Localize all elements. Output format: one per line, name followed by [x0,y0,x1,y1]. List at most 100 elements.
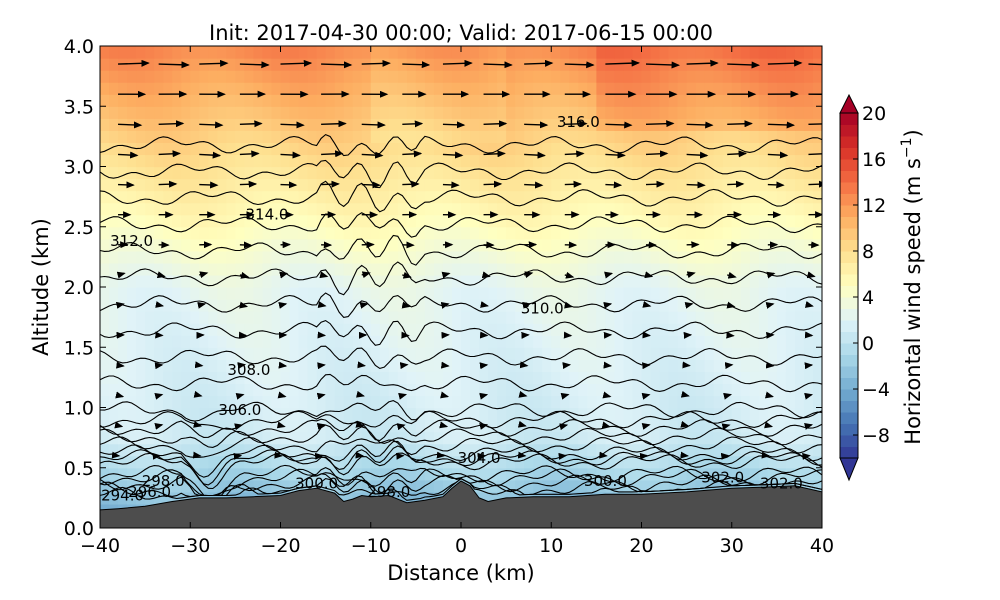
field-cell [361,479,372,493]
field-cell [749,70,760,83]
wind-vector [564,271,575,279]
field-cell [740,419,751,433]
field-cell [415,383,426,397]
field-cell [560,190,570,204]
field-cell [758,82,769,95]
field-cell [749,323,760,336]
wind-vector [115,301,125,309]
field-cell [361,46,372,59]
field-cell [668,226,679,240]
field-cell [803,46,814,59]
field-cell [488,142,498,156]
field-cell [253,202,264,216]
field-cell [596,154,606,168]
field-cell [118,226,128,240]
field-cell [497,323,507,336]
wind-vector [199,121,224,129]
field-cell [145,142,155,156]
field-cell [470,395,480,409]
field-cell [289,455,300,469]
field-cell [370,70,381,83]
field-cell [596,202,606,216]
field-cell [479,190,489,204]
field-cell [136,455,146,469]
field-cell [343,359,354,372]
field-cell [343,142,354,156]
field-cell [542,395,552,409]
field-cell [154,431,164,445]
field-cell [352,46,363,59]
field-cell [533,299,543,312]
field-cell [298,202,309,216]
field-cell [424,335,435,348]
field-cell [641,407,652,421]
field-cell [686,130,697,143]
field-cell [424,359,435,372]
field-cell [244,299,255,312]
field-cell [587,431,597,445]
field-cell [578,166,588,180]
field-cell [497,70,507,83]
field-cell [596,467,606,481]
field-cell [776,214,787,228]
field-cell [614,94,625,107]
field-cell [650,335,661,348]
field-cell [731,395,742,409]
wind-vector [439,421,449,429]
field-cell [659,262,670,276]
wind-vector [808,153,822,156]
field-cell [127,142,137,156]
field-cell [343,82,354,95]
field-cell [749,347,760,360]
field-cell [451,431,462,445]
field-cell [767,455,778,469]
field-cell [758,70,769,83]
field-cell [109,407,119,421]
field-cell [127,94,137,107]
field-cell [524,287,534,300]
field-cell [145,287,155,300]
field-cell [605,335,616,348]
field-cell [668,347,679,360]
field-cell [325,82,336,95]
field-cell [551,395,561,409]
field-cell [542,455,552,469]
field-cell [785,154,796,168]
field-cell [145,82,155,95]
field-cell [749,154,760,168]
field-cell [650,299,661,312]
field-cell [524,82,534,95]
field-cell [470,214,480,228]
field-cell [776,58,787,71]
field-cell [451,299,462,312]
field-cell [677,371,688,384]
field-cell [163,383,173,397]
wind-vector [524,59,554,67]
field-cell [695,467,706,481]
field-cell [406,190,417,204]
field-cell [163,491,173,505]
field-cell [226,46,236,59]
field-cell [515,106,525,119]
field-cell [163,166,173,180]
field-cell [677,274,688,288]
field-cell [731,130,742,143]
field-cell [343,371,354,384]
field-cell [506,94,516,107]
field-cell [767,250,778,264]
field-cell [758,226,769,240]
field-cell [217,443,227,457]
field-cell [722,106,733,119]
field-cell [641,274,652,288]
field-cell [740,94,751,107]
field-cell [451,226,462,240]
field-cell [704,94,715,107]
field-cell [632,383,643,397]
field-cell [695,311,706,324]
field-cell [424,46,435,59]
field-cell [415,82,426,95]
field-cell [262,407,273,421]
field-cell [659,431,670,445]
field-cell [388,238,399,252]
field-cell [442,70,453,83]
